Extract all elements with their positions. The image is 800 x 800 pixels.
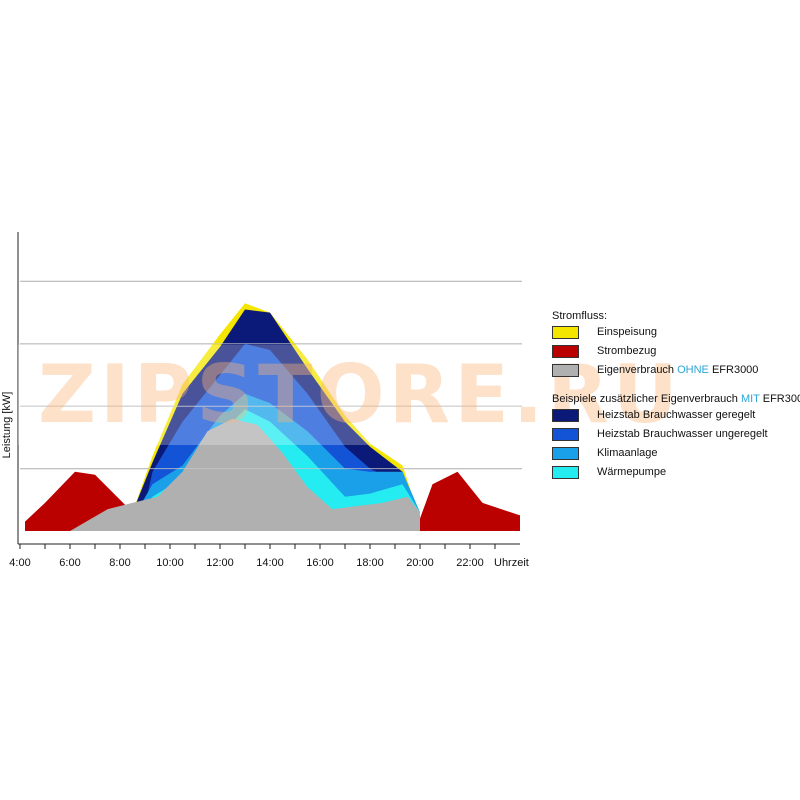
legend-item-waermepumpe: Wärmepumpe: [552, 464, 800, 483]
x-tick-label: 10:00: [156, 557, 184, 569]
legend-label: Heizstab Brauchwasser ungeregelt: [597, 428, 768, 440]
legend-item-strombezug: Strombezug: [552, 343, 800, 362]
legend-subheading-part: Beispiele zusätzlicher Eigenverbrauch: [552, 393, 741, 405]
legend-label: Strombezug: [597, 345, 657, 357]
legend-label-part: Eigenverbrauch: [597, 364, 678, 376]
x-tick-label: 18:00: [356, 557, 384, 569]
legend-subheading: Beispiele zusätzlicher Eigenverbrauch MI…: [552, 391, 800, 407]
legend-item-klimaanlage: Klimaanlage: [552, 445, 800, 464]
legend-label: Heizstab Brauchwasser geregelt: [597, 409, 756, 421]
x-tick-label: 20:00: [406, 557, 434, 569]
legend-item-heizstab-ungeregelt: Heizstab Brauchwasser ungeregelt: [552, 426, 800, 445]
legend-swatch-heizstab-geregelt: [552, 409, 579, 422]
legend-label: Einspeisung: [597, 326, 657, 338]
x-tick-label: 6:00: [59, 557, 80, 569]
x-tick-label: 16:00: [306, 557, 334, 569]
y-axis-label: Leistung [kW]: [1, 392, 13, 459]
legend-swatch-einspeisung: [552, 326, 579, 339]
legend-heading: Stromfluss:: [552, 310, 608, 322]
legend-item-einspeisung: Einspeisung: [552, 324, 800, 343]
legend-item-heizstab-geregelt: Heizstab Brauchwasser geregelt: [552, 407, 800, 426]
area-series: [20, 280, 522, 531]
x-tick-label: 4:00: [9, 557, 30, 569]
legend-label: Klimaanlage: [597, 447, 658, 459]
legend-subheading-part: EFR3000: [762, 393, 800, 405]
legend-swatch-heizstab-ungeregelt: [552, 428, 579, 441]
x-tick-label: 12:00: [206, 557, 234, 569]
x-ticks: 4:00 6:00 8:00 10:00 12:00 14:00 16:00 18:00 20:…: [9, 544, 496, 569]
legend-label: Wärmepumpe: [597, 466, 667, 478]
x-tick-label: 8:00: [109, 557, 130, 569]
x-tick-label: 22:00: [456, 557, 484, 569]
legend-swatch-eigenverbrauch: [552, 364, 579, 377]
legend-subheading-accent: MIT: [740, 393, 760, 405]
legend-label-part: EFR3000: [708, 364, 759, 376]
legend-swatch-klimaanlage: [552, 447, 579, 460]
axes: Leistung [kW] Uhrzeit: [1, 232, 529, 569]
x-axis-label: Uhrzeit: [494, 557, 529, 569]
legend-label-accent: OHNE: [677, 364, 709, 376]
area-eigenverbrauch-ohne-efr3000: [70, 418, 420, 531]
legend-swatch-waermepumpe: [552, 466, 579, 479]
legend: Stromfluss: Einspeisung Strombezug Eigen…: [552, 308, 800, 483]
legend-label: Eigenverbrauch OHNE EFR3000: [597, 363, 758, 377]
legend-group-stromfluss: Einspeisung Strombezug Eigenverbrauch OH…: [552, 324, 800, 381]
legend-item-eigenverbrauch: Eigenverbrauch OHNE EFR3000: [552, 362, 800, 381]
x-tick-label: 14:00: [256, 557, 284, 569]
legend-group-beispiele: Heizstab Brauchwasser geregelt Heizstab …: [552, 407, 800, 483]
legend-swatch-strombezug: [552, 345, 579, 358]
